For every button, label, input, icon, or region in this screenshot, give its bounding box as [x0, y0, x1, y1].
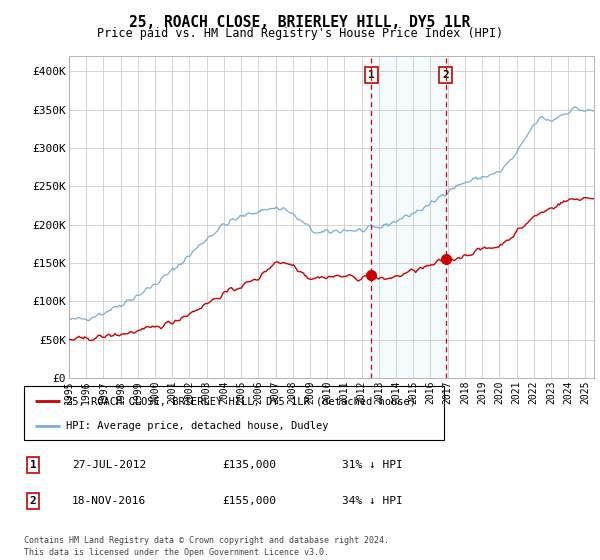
Text: 31% ↓ HPI: 31% ↓ HPI: [342, 460, 403, 470]
Text: Contains HM Land Registry data © Crown copyright and database right 2024.
This d: Contains HM Land Registry data © Crown c…: [24, 536, 389, 557]
Text: 1: 1: [29, 460, 37, 470]
Text: 27-JUL-2012: 27-JUL-2012: [72, 460, 146, 470]
Text: HPI: Average price, detached house, Dudley: HPI: Average price, detached house, Dudl…: [66, 421, 329, 431]
Text: £135,000: £135,000: [222, 460, 276, 470]
Text: 25, ROACH CLOSE, BRIERLEY HILL, DY5 1LR (detached house): 25, ROACH CLOSE, BRIERLEY HILL, DY5 1LR …: [66, 396, 416, 407]
Text: 25, ROACH CLOSE, BRIERLEY HILL, DY5 1LR: 25, ROACH CLOSE, BRIERLEY HILL, DY5 1LR: [130, 15, 470, 30]
Text: £155,000: £155,000: [222, 496, 276, 506]
Bar: [371, 56, 446, 378]
Text: Price paid vs. HM Land Registry's House Price Index (HPI): Price paid vs. HM Land Registry's House …: [97, 27, 503, 40]
Text: 2: 2: [29, 496, 37, 506]
Text: 1: 1: [368, 70, 375, 80]
Text: 18-NOV-2016: 18-NOV-2016: [72, 496, 146, 506]
Text: 2: 2: [442, 70, 449, 80]
Text: 34% ↓ HPI: 34% ↓ HPI: [342, 496, 403, 506]
